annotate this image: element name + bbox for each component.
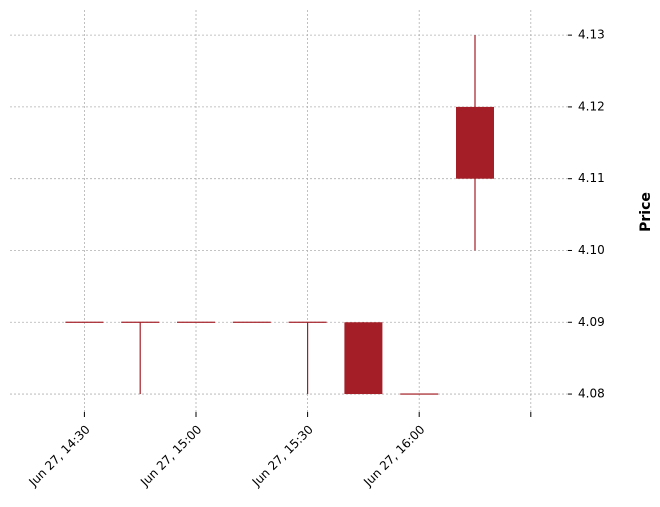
candle [456,35,494,251]
y-tick-label: 4.11 [578,171,605,185]
y-axis-label: Price [638,192,654,232]
candle [177,321,215,323]
candle-body [288,321,327,323]
candle [344,322,383,395]
x-tick-label: Jun 27, 14:30 [26,422,93,489]
x-tick-label: Jun 27, 15:00 [137,422,204,489]
x-tick-label: Jun 27, 15:30 [249,422,316,489]
x-tick-label: Jun 27, 16:00 [360,422,427,489]
candle-body [65,321,104,323]
y-tick-label: 4.12 [578,99,605,113]
candle [400,393,439,395]
y-tick-label: 4.09 [578,315,605,329]
candle-body [344,322,383,395]
grid [10,10,568,412]
candle-body [232,321,271,323]
candle [288,321,327,395]
candle-body [400,393,439,395]
candle-body [121,321,160,323]
candle-body [456,106,494,179]
candles [65,35,494,395]
y-tick-label: 4.13 [578,28,605,42]
y-tick-label: 4.10 [578,243,605,257]
axes: 4.08 4.09 4.10 4.11 4.12 4.13 Jun 27, 14:30 Jun… [26,28,605,490]
y-tick-label: 4.08 [578,387,605,401]
candle [121,321,160,395]
candle [65,321,104,323]
candle-body [177,321,215,323]
candle [232,321,271,323]
